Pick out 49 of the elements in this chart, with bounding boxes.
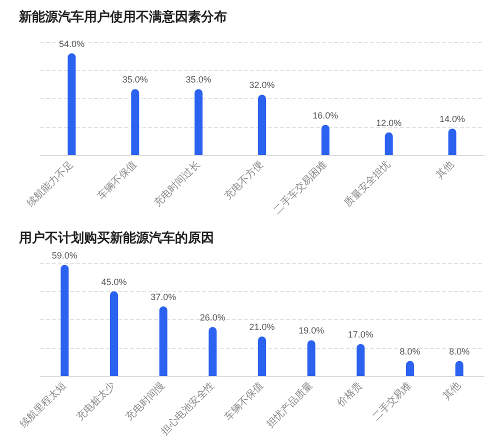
x-tick-label: 充电时间慢 (123, 379, 168, 424)
data-label: 19.0% (298, 326, 324, 336)
bar (159, 306, 168, 376)
x-tick-label: 充电不方便 (222, 158, 266, 202)
x-tick-label: 续航能力不足 (24, 158, 76, 210)
data-label: 35.0% (186, 74, 212, 85)
bar (194, 89, 203, 155)
data-label: 35.0% (122, 74, 148, 85)
bar (68, 53, 76, 155)
bar (110, 291, 118, 376)
data-label: 45.0% (101, 276, 127, 287)
x-tick-label: 充电桩太少 (74, 379, 118, 424)
x-tick-label: 价格贵 (334, 379, 365, 410)
x-tick-label: 质量安全担忧 (342, 158, 393, 210)
x-tick-label: 充电时间过长 (152, 158, 202, 210)
x-tick-label: 二手车交易困难 (271, 158, 330, 216)
x-tick-label: 其他 (434, 158, 456, 182)
bar (455, 360, 464, 376)
x-tick-label: 车辆不保值 (222, 379, 266, 424)
x-tick-label: 车辆不保值 (95, 158, 140, 202)
bar (356, 344, 365, 376)
bar (60, 264, 69, 376)
data-label: 59.0% (52, 250, 78, 260)
data-label: 32.0% (249, 80, 275, 90)
bar (307, 340, 316, 376)
bar (258, 336, 266, 376)
bar (321, 124, 330, 155)
x-tick-label: 担忧产品质量 (264, 379, 316, 430)
data-label: 54.0% (58, 38, 84, 49)
data-label: 14.0% (440, 114, 466, 124)
bar (208, 327, 217, 376)
chart-title: 用户不计划购买新能源汽车的原因 (18, 230, 214, 246)
bar (448, 128, 456, 155)
bar (406, 360, 414, 376)
data-label: 8.0% (400, 346, 420, 356)
bar (384, 132, 393, 155)
bar (258, 94, 266, 155)
x-tick-label: 二手交易难 (370, 379, 414, 424)
data-label: 8.0% (449, 346, 470, 356)
data-label: 26.0% (200, 312, 226, 323)
data-label: 17.0% (348, 329, 374, 340)
x-tick-label: 续航里程太短 (18, 379, 69, 430)
x-tick-label: 其他 (440, 379, 464, 402)
bar (131, 89, 140, 155)
data-label: 16.0% (312, 110, 338, 120)
data-label: 21.0% (249, 322, 275, 332)
chart-title: 新能源汽车用户使用不满意因素分布 (18, 9, 227, 25)
data-label: 37.0% (150, 292, 176, 302)
data-label: 12.0% (376, 118, 402, 128)
